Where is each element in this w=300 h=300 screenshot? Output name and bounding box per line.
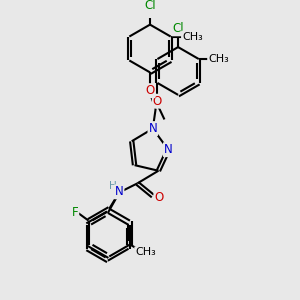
Text: O: O (153, 95, 162, 108)
Text: O: O (154, 191, 164, 204)
Text: N: N (115, 185, 124, 198)
Text: H: H (109, 181, 116, 191)
Text: Cl: Cl (144, 0, 156, 12)
Text: F: F (72, 206, 78, 219)
Text: Cl: Cl (172, 22, 184, 35)
Text: N: N (164, 143, 172, 156)
Text: CH₃: CH₃ (182, 32, 203, 42)
Text: CH₃: CH₃ (135, 247, 156, 257)
Text: O: O (146, 84, 154, 97)
Text: CH₃: CH₃ (208, 54, 229, 64)
Text: N: N (148, 122, 157, 135)
